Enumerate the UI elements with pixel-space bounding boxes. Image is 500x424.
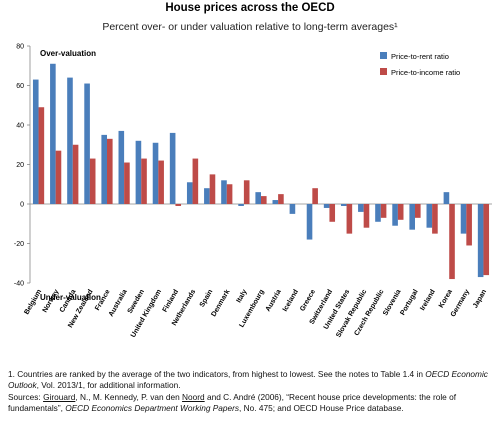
bar-price-to-income-japan — [483, 204, 490, 276]
sources-author-2: Noord — [182, 392, 205, 402]
bar-price-to-income-united-states — [346, 204, 353, 234]
bar-price-to-income-new-zealand — [89, 158, 96, 204]
x-tick-label: Portugal — [399, 288, 419, 316]
x-tick-label: Greece — [299, 288, 317, 312]
bar-price-to-income-france — [107, 138, 113, 204]
bar-price-to-income-united-kingdom — [158, 160, 164, 204]
bar-price-to-rent-luxembourg — [255, 192, 261, 204]
footnote-text-end: , Vol. 2013/1, for additional informatio… — [36, 379, 181, 390]
x-tick-label: Italy — [236, 288, 249, 304]
sources-text-3: , No. 475; and OECD House Price database… — [239, 402, 404, 413]
bar-group — [32, 63, 490, 280]
bar-price-to-rent-switzerland — [323, 204, 330, 208]
bar-price-to-income-switzerland — [329, 204, 336, 222]
sources-text-1: , N., M. Kennedy, P. van den — [75, 392, 183, 402]
bar-price-to-rent-new-zealand — [84, 83, 90, 204]
bar-price-to-rent-spain — [204, 188, 210, 204]
over-valuation-label: Over-valuation — [40, 49, 96, 58]
y-tick-label: 40 — [16, 123, 24, 130]
bar-price-to-rent-germany — [460, 204, 467, 234]
sources: Sources: Girouard, N., M. Kennedy, P. va… — [8, 392, 496, 413]
bar-price-to-income-norway — [55, 150, 62, 204]
bar-price-to-rent-italy — [238, 204, 244, 206]
bar-price-to-rent-netherlands — [186, 182, 193, 204]
bar-price-to-rent-france — [101, 134, 107, 205]
y-tick-label: 80 — [16, 44, 24, 51]
bar-price-to-income-slovak-republic — [363, 204, 370, 228]
legend: Price-to-rent ratio Price-to-income rati… — [380, 52, 460, 77]
bar-price-to-income-luxembourg — [261, 196, 267, 204]
legend-swatch-income — [380, 68, 387, 75]
bar-price-to-rent-canada — [67, 77, 73, 204]
bar-price-to-rent-sweden — [135, 140, 142, 204]
bar-price-to-income-netherlands — [192, 158, 199, 204]
bar-price-to-rent-ireland — [426, 204, 433, 228]
chart-title: House prices across the OECD — [165, 2, 335, 14]
bar-price-to-rent-japan — [477, 204, 484, 278]
bar-price-to-income-canada — [72, 144, 79, 204]
bar-price-to-income-denmark — [226, 184, 233, 204]
bar-price-to-income-belgium — [38, 107, 45, 204]
bar-price-to-rent-belgium — [32, 79, 39, 204]
x-tick-label: Iceland — [282, 289, 300, 313]
y-tick-label: -20 — [14, 241, 24, 248]
x-tick-label: Spain — [199, 289, 215, 309]
bar-price-to-income-spain — [209, 174, 216, 205]
bar-price-to-rent-australia — [118, 130, 125, 204]
sources-text-2: and C. André (2006), “Recent house price… — [8, 392, 457, 413]
bar-price-to-income-greece — [312, 188, 318, 204]
legend-label-income: Price-to-income ratio — [391, 68, 460, 77]
bar-price-to-income-finland — [175, 204, 182, 206]
bar-price-to-rent-greece — [306, 204, 313, 240]
chart-subtitle: Percent over- or under valuation relativ… — [102, 21, 398, 33]
footnote-publication: OECD Economic Outlook — [8, 369, 488, 390]
bar-price-to-income-sweden — [141, 158, 147, 204]
x-tick-label: Korea — [438, 288, 454, 309]
bar-price-to-income-korea — [449, 204, 455, 280]
bar-price-to-rent-slovenia — [392, 204, 398, 226]
x-tick-label: Austria — [265, 288, 283, 312]
legend-swatch-rent — [380, 52, 387, 59]
bar-price-to-rent-slovak-republic — [358, 204, 364, 212]
footnote-text: 1. Countries are ranked by the average o… — [8, 369, 426, 379]
y-tick-label: 60 — [16, 83, 24, 90]
bar-price-to-rent-denmark — [221, 180, 227, 204]
bar-price-to-rent-norway — [50, 63, 56, 204]
bar-price-to-rent-korea — [443, 192, 450, 204]
bar-price-to-income-slovenia — [397, 204, 404, 220]
bar-price-to-rent-portugal — [409, 204, 415, 230]
bar-price-to-income-portugal — [415, 204, 421, 218]
bar-price-to-income-australia — [124, 162, 130, 204]
footnote: 1. Countries are ranked by the average o… — [8, 369, 496, 390]
x-tick-label: Ireland — [419, 289, 437, 312]
bar-price-to-income-czech-republic — [380, 204, 387, 218]
bar-price-to-income-germany — [466, 204, 472, 246]
legend-label-rent: Price-to-rent ratio — [391, 52, 449, 61]
bar-price-to-rent-united-states — [340, 204, 347, 206]
bar-price-to-rent-austria — [272, 200, 279, 204]
y-tick-label: 20 — [16, 162, 24, 169]
bar-price-to-rent-united-kingdom — [152, 142, 159, 204]
sources-label: Sources: — [8, 392, 44, 402]
bar-price-to-rent-iceland — [289, 204, 296, 214]
under-valuation-label: Under-valuation — [40, 293, 101, 302]
x-tick-label: Japan — [472, 289, 488, 310]
bar-price-to-income-ireland — [432, 204, 438, 234]
bar-price-to-income-austria — [278, 194, 284, 205]
bar-price-to-rent-czech-republic — [375, 204, 381, 222]
bar-price-to-income-italy — [243, 180, 250, 204]
y-tick-label: -40 — [14, 281, 24, 288]
bar-price-to-rent-finland — [169, 132, 176, 204]
sources-author-1: Girouard — [43, 392, 76, 402]
x-tick-label: Finland — [162, 289, 181, 314]
y-tick-label: 0 — [20, 202, 24, 209]
sources-publication: OECD Economics Department Working Papers — [65, 402, 240, 413]
